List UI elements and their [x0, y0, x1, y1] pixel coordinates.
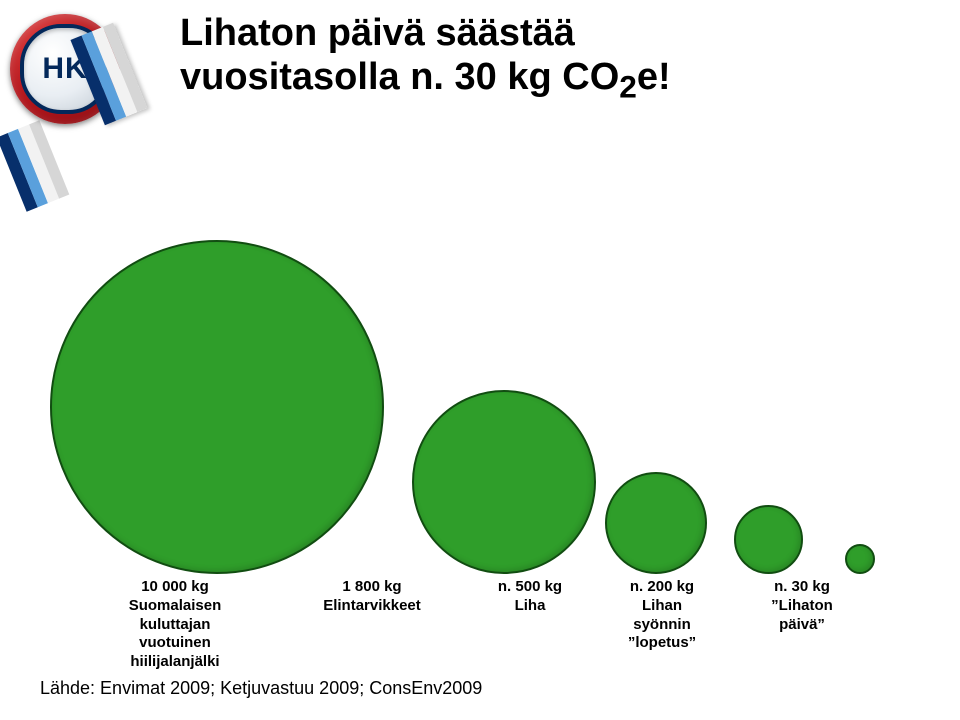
title-line-1: Lihaton päivä säästää — [180, 12, 820, 56]
bubble-desc-line: Liha — [470, 597, 590, 616]
bubble-label: n. 500 kgLiha — [470, 578, 590, 616]
bubble-value: 1 800 kg — [302, 578, 442, 597]
bubble-chart: 10 000 kgSuomalaisenkuluttajanvuotuinenh… — [40, 215, 920, 575]
bubble-desc-line: Elintarvikkeet — [302, 597, 442, 616]
bubble — [50, 240, 384, 574]
bubble-desc-line: ”Lihaton — [742, 597, 862, 616]
ribbon-back — [0, 120, 69, 211]
title-line-2: vuositasolla n. 30 kg CO2e! — [180, 56, 820, 105]
bubble-label: n. 200 kgLihansyönnin”lopetus” — [602, 578, 722, 653]
bubble-desc-line: vuotuinen — [105, 634, 245, 653]
title-line-2b: e! — [637, 56, 671, 98]
bubble-desc-line: päivä” — [742, 616, 862, 635]
source-citation: Lähde: Envimat 2009; Ketjuvastuu 2009; C… — [40, 678, 482, 699]
bubble-label: 10 000 kgSuomalaisenkuluttajanvuotuinenh… — [105, 578, 245, 672]
bubble-desc-line: ”lopetus” — [602, 634, 722, 653]
bubble — [734, 505, 803, 574]
page-title: Lihaton päivä säästää vuositasolla n. 30… — [180, 12, 820, 105]
bubble-value: n. 500 kg — [470, 578, 590, 597]
bubble-value: 10 000 kg — [105, 578, 245, 597]
bubble-desc-line: Lihan — [602, 597, 722, 616]
bubble — [845, 544, 875, 574]
bubble-desc-line: syönnin — [602, 616, 722, 635]
bubble-desc-line: kuluttajan — [105, 616, 245, 635]
title-sub: 2 — [619, 68, 637, 104]
title-line-2a: vuositasolla n. 30 kg CO — [180, 56, 619, 98]
bubble-label: n. 30 kg”Lihatonpäivä” — [742, 578, 862, 634]
bubble-value: n. 200 kg — [602, 578, 722, 597]
bubble-value: n. 30 kg — [742, 578, 862, 597]
bubble-desc-line: hiilijalanjälki — [105, 653, 245, 672]
bubble-label: 1 800 kgElintarvikkeet — [302, 578, 442, 616]
brand-logo: HK — [0, 6, 140, 186]
bubble-desc-line: Suomalaisen — [105, 597, 245, 616]
bubble — [605, 472, 707, 574]
bubble — [412, 390, 596, 574]
